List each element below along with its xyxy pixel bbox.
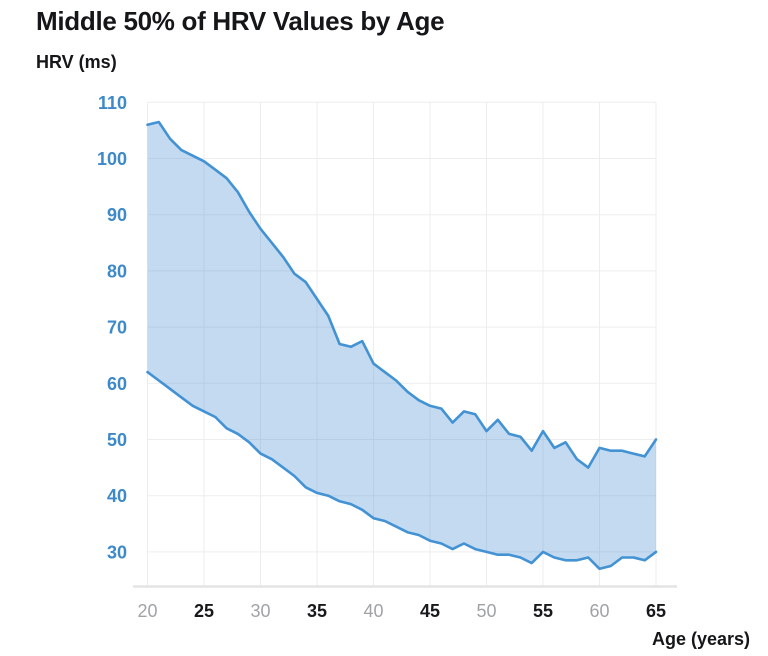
y-tick-label: 100	[97, 149, 127, 169]
upper-bound-line	[146, 120, 658, 469]
y-tick-label: 110	[98, 93, 127, 113]
x-tick-label: 60	[589, 601, 609, 621]
y-tick-label: 90	[107, 205, 127, 225]
band-area	[147, 122, 656, 569]
x-tick-label: 55	[533, 601, 553, 621]
x-tick-label: 50	[476, 601, 496, 621]
x-tick-label: 65	[646, 601, 666, 621]
x-axis-title: Age (years)	[651, 629, 750, 649]
x-tick-label: 45	[420, 601, 440, 621]
x-tick-label: 40	[363, 601, 383, 621]
y-tick-label: 60	[107, 374, 127, 394]
y-tick-label: 30	[107, 542, 127, 562]
x-tick-label: 35	[307, 601, 327, 621]
y-axis-title: HRV (ms)	[36, 52, 117, 72]
y-tick-label: 80	[107, 261, 127, 281]
x-tick-label: 20	[137, 601, 157, 621]
chart-title: Middle 50% of HRV Values by Age	[36, 6, 445, 36]
x-tick-label: 25	[194, 601, 214, 621]
y-tick-label: 50	[107, 430, 127, 450]
lower-bound-line	[146, 370, 658, 571]
y-tick-label: 70	[107, 318, 127, 338]
y-tick-label: 40	[107, 486, 127, 506]
x-tick-label: 30	[250, 601, 270, 621]
